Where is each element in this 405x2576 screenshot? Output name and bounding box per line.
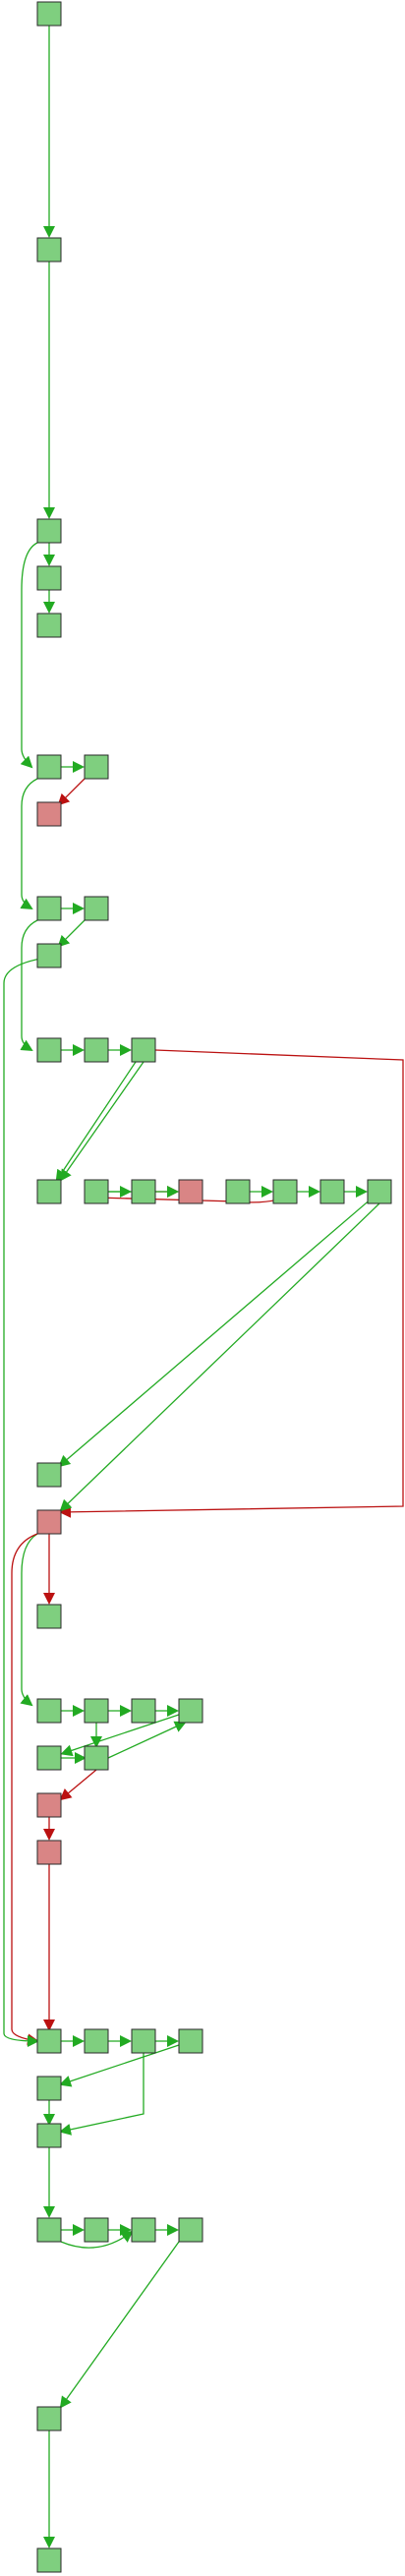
graph-node-ok[interactable] xyxy=(178,2028,203,2054)
graph-node-ok[interactable] xyxy=(36,237,62,263)
graph-node-ok[interactable] xyxy=(84,2028,109,2054)
graph-node-ok[interactable] xyxy=(84,1745,109,1771)
graph-node-ok[interactable] xyxy=(225,1179,251,1204)
graph-node-ok[interactable] xyxy=(36,2217,62,2243)
graph-node-ok[interactable] xyxy=(367,1179,392,1204)
graph-node-ok[interactable] xyxy=(36,1604,62,1629)
edge-ok xyxy=(20,919,38,1052)
edge-ok xyxy=(59,2044,180,2087)
graph-node-ok[interactable] xyxy=(178,1698,203,1724)
graph-node-ok[interactable] xyxy=(84,1179,109,1204)
graph-node-fail[interactable] xyxy=(36,1792,62,1818)
graph-node-ok[interactable] xyxy=(84,1698,109,1724)
graph-node-fail[interactable] xyxy=(36,801,62,827)
graph-node-ok[interactable] xyxy=(84,754,109,780)
edge-ok xyxy=(20,542,38,769)
graph-node-ok[interactable] xyxy=(36,1179,62,1204)
graph-node-ok[interactable] xyxy=(319,1179,345,1204)
edge-ok xyxy=(58,1199,372,1468)
edges-layer xyxy=(3,26,404,2548)
edge-ok xyxy=(3,955,62,2047)
graph-node-ok[interactable] xyxy=(131,2217,156,2243)
graph-node-ok[interactable] xyxy=(36,1462,62,1488)
graph-node-ok[interactable] xyxy=(36,2028,62,2054)
graph-node-ok[interactable] xyxy=(36,1,62,27)
graph-node-ok[interactable] xyxy=(36,2123,62,2148)
edge-ok xyxy=(107,1721,187,1759)
graph-node-ok[interactable] xyxy=(36,943,62,968)
graph-node-ok[interactable] xyxy=(84,1037,109,1063)
edge-ok xyxy=(59,2053,145,2136)
edge-fail xyxy=(11,1533,39,2046)
graph-node-ok[interactable] xyxy=(36,754,62,780)
graph-node-ok[interactable] xyxy=(84,896,109,921)
nodes-layer xyxy=(36,1,392,2573)
graph-node-ok[interactable] xyxy=(36,1037,62,1063)
edge-fail xyxy=(59,1769,97,1801)
edge-ok xyxy=(59,1061,145,1182)
graph-node-ok[interactable] xyxy=(36,896,62,921)
edge-ok xyxy=(20,1533,38,1707)
graph-node-ok[interactable] xyxy=(36,1745,62,1771)
edge-ok xyxy=(20,778,38,910)
graph-node-fail[interactable] xyxy=(178,1179,203,1204)
graph-node-ok[interactable] xyxy=(84,2217,109,2243)
graph-node-ok[interactable] xyxy=(178,2217,203,2243)
graph-node-ok[interactable] xyxy=(36,1698,62,1724)
graph-node-fail[interactable] xyxy=(36,1840,62,1865)
graph-node-ok[interactable] xyxy=(131,1179,156,1204)
graph-node-ok[interactable] xyxy=(131,1037,156,1063)
graph-node-ok[interactable] xyxy=(131,2028,156,2054)
edge-ok xyxy=(60,2230,134,2249)
edge-fail xyxy=(57,775,88,806)
graph-node-ok[interactable] xyxy=(36,2406,62,2431)
edge-ok xyxy=(60,1714,180,1757)
graph-node-ok[interactable] xyxy=(131,1698,156,1724)
edge-ok xyxy=(57,916,88,948)
graph-node-ok[interactable] xyxy=(272,1179,298,1204)
graph-node-ok[interactable] xyxy=(36,565,62,591)
edge-fail xyxy=(59,1049,404,1518)
graph-node-ok[interactable] xyxy=(36,2547,62,2573)
graph-node-ok[interactable] xyxy=(36,518,62,544)
edge-ok xyxy=(59,2241,180,2409)
graph-node-ok[interactable] xyxy=(36,613,62,638)
edge-ok xyxy=(55,1059,138,1183)
graph-node-fail[interactable] xyxy=(36,1509,62,1535)
edge-ok xyxy=(59,1202,380,1512)
graph-node-ok[interactable] xyxy=(36,2076,62,2101)
